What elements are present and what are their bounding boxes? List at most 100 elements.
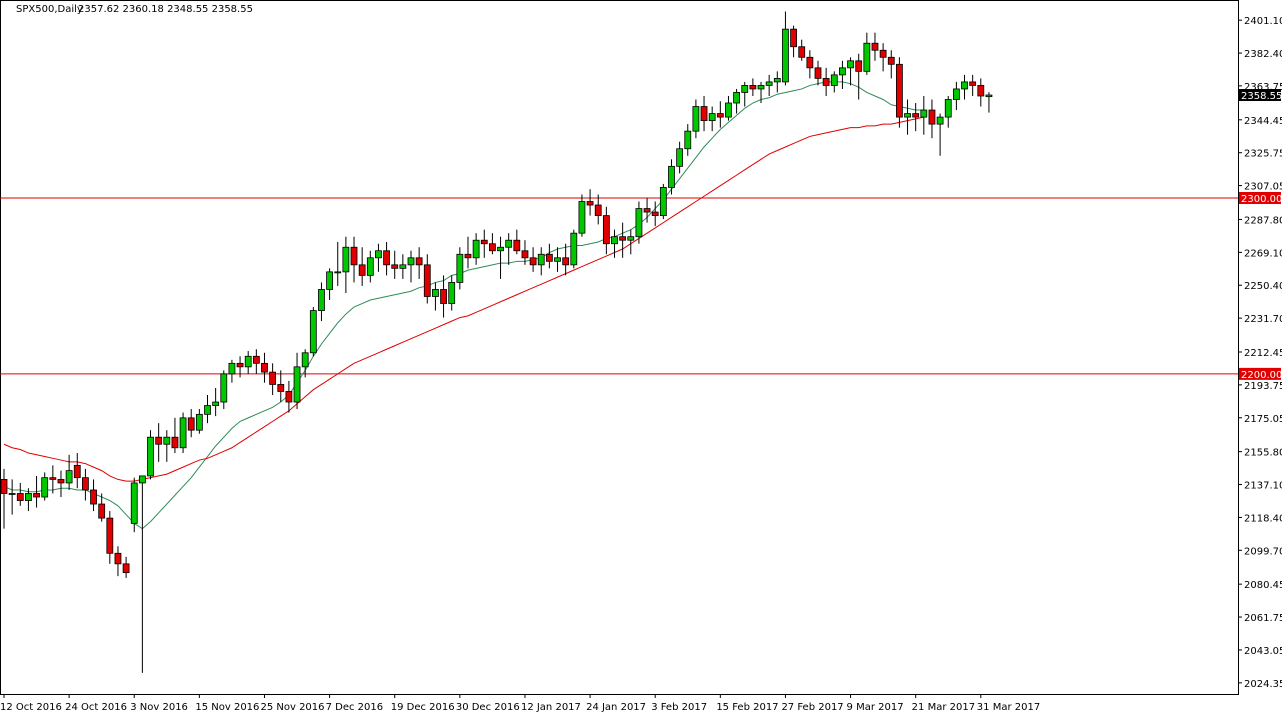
time-tick-label: 3 Nov 2016 — [130, 702, 188, 713]
candle — [114, 546, 122, 577]
candle-body — [570, 232, 578, 266]
chart-ohlc-values: 2357.62 2360.18 2348.55 2358.55 — [78, 4, 253, 15]
candle-body — [261, 362, 268, 373]
candle-body — [285, 391, 293, 403]
candle — [350, 236, 358, 283]
time-tick-label: 25 Nov 2016 — [260, 702, 324, 713]
candle — [871, 32, 879, 61]
candle — [700, 95, 708, 132]
candle-body — [529, 257, 537, 266]
candle — [334, 241, 342, 286]
candle-body — [798, 46, 806, 58]
price-tick-label: 2401.10 — [1244, 16, 1282, 27]
candle — [285, 380, 293, 413]
candle-body — [415, 257, 423, 266]
candle-body — [985, 94, 993, 98]
candle — [244, 351, 252, 374]
candle-body — [684, 130, 692, 150]
price-tick-label: 2344.45 — [1244, 116, 1282, 127]
price-tick-label: 2155.80 — [1244, 448, 1282, 459]
candle-body — [8, 493, 16, 495]
candle — [920, 95, 928, 135]
candle-body — [692, 106, 700, 132]
time-axis: 12 Oct 2016 24 Oct 2016 3 Nov 2016 15 Nov 2… — [0, 694, 1040, 713]
price-tick-label: 2043.05 — [1244, 646, 1282, 657]
time-tick-label: 30 Dec 2016 — [456, 702, 520, 713]
candle-body — [195, 413, 203, 431]
candle-body — [269, 371, 277, 385]
candle-body — [578, 201, 586, 234]
time-tick-label: 27 Feb 2017 — [781, 702, 843, 713]
candle — [643, 197, 651, 223]
price-tick-label: 2099.70 — [1244, 546, 1282, 557]
time-tick-label: 15 Nov 2016 — [195, 702, 259, 713]
candle — [293, 352, 301, 410]
candle — [204, 394, 211, 424]
candle-body — [366, 257, 374, 276]
candle — [220, 370, 228, 410]
candle — [505, 233, 513, 265]
candle — [432, 282, 439, 311]
candle — [757, 81, 765, 104]
candle-body — [627, 236, 635, 241]
candle — [570, 229, 578, 269]
candle-body — [839, 67, 846, 76]
candle-body — [497, 246, 504, 252]
candle-body — [106, 517, 114, 554]
candle-body — [928, 109, 936, 125]
candle — [765, 74, 773, 96]
candle-body — [212, 401, 220, 406]
candle-body — [969, 81, 977, 86]
price-tick-label: 2080.45 — [1244, 580, 1282, 591]
candle — [822, 67, 830, 96]
level-tag-1-label: 2200.00 — [1241, 370, 1282, 381]
candle-body — [765, 81, 773, 86]
candle-body — [521, 250, 529, 259]
candle — [212, 387, 220, 417]
candle — [342, 236, 350, 293]
candle — [147, 430, 154, 480]
candle — [277, 370, 285, 403]
candle — [773, 71, 781, 93]
candle-body — [594, 204, 602, 216]
candle — [578, 194, 586, 237]
candle-body — [0, 479, 8, 494]
ma-line-0 — [3, 81, 924, 530]
time-tick-label: 24 Jan 2017 — [586, 702, 646, 713]
candle — [269, 363, 277, 395]
candle — [928, 99, 936, 139]
candle — [33, 475, 40, 508]
candle-body — [961, 81, 968, 90]
candle — [879, 43, 887, 72]
candle-body — [790, 28, 797, 48]
candle-body — [326, 271, 334, 290]
candle — [863, 32, 871, 75]
candle — [733, 88, 740, 114]
candle-body — [773, 77, 781, 83]
price-tick-label: 2269.10 — [1244, 248, 1282, 259]
candle — [806, 50, 814, 79]
candle-body — [318, 289, 325, 311]
candle-body — [708, 113, 716, 122]
candle-body — [122, 563, 130, 574]
time-tick-label: 12 Jan 2017 — [521, 702, 581, 713]
time-tick-label: 31 Mar 2017 — [977, 702, 1040, 713]
candle — [725, 95, 732, 121]
candle — [741, 81, 749, 107]
candle-body — [611, 236, 618, 245]
candle — [456, 247, 464, 290]
candle-body — [293, 366, 301, 403]
candle-body — [830, 74, 838, 86]
candle-body — [277, 384, 285, 392]
price-tick-label: 2118.40 — [1244, 513, 1282, 524]
candle-body — [138, 475, 146, 484]
candle-body — [912, 113, 920, 118]
price-tick-label: 2024.35 — [1244, 679, 1282, 690]
candle-body — [847, 60, 854, 69]
candle-body — [25, 493, 32, 501]
level-tag-1-bg — [1239, 367, 1281, 380]
candle — [16, 482, 24, 506]
ma-line-1 — [3, 116, 924, 482]
